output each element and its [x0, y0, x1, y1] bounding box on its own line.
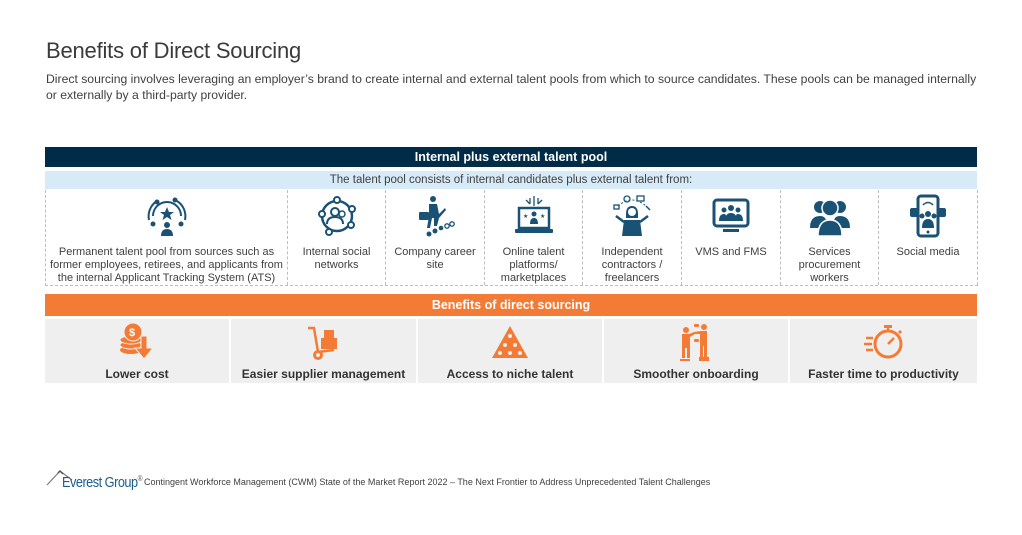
svg-text:$: $: [129, 327, 135, 339]
handshake-people-icon: [676, 322, 716, 362]
source-online-platforms: ★ ★ Online talent platforms/ marketplaces: [485, 190, 583, 285]
monitor-group-icon: [709, 194, 753, 238]
group-people-icon: [808, 194, 852, 238]
benefit-supplier-management: Easier supplier management: [231, 319, 418, 383]
talent-pool-header: Internal plus external talent pool: [45, 147, 977, 167]
hand-truck-icon: [304, 322, 344, 362]
stopwatch-icon: [863, 322, 904, 362]
benefit-label: Easier supplier management: [241, 367, 406, 381]
source-label: Permanent talent pool from sources such …: [50, 246, 283, 284]
laptop-talent-icon: ★ ★: [512, 194, 556, 238]
talent-pyramid-icon: [490, 322, 530, 362]
footer: Everest Group® Contingent Workforce Mana…: [46, 466, 710, 492]
source-services-procurement: Services procurement workers: [781, 190, 879, 285]
benefits-header: Benefits of direct sourcing: [45, 294, 977, 316]
registered-mark: ®: [137, 474, 143, 483]
source-vms-fms: VMS and FMS: [682, 190, 781, 285]
source-career-site: Company career site: [386, 190, 485, 285]
benefit-label: Faster time to productivity: [808, 367, 959, 381]
source-social-media: Social media: [879, 190, 978, 285]
benefit-niche-talent: Access to niche talent: [418, 319, 604, 383]
logo-text: Everest Group: [62, 474, 138, 491]
source-label: Internal social networks: [302, 246, 371, 271]
benefits-row: $ Lower cost Easier supplier management: [45, 319, 977, 383]
everest-group-logo: Everest Group®: [46, 466, 144, 492]
source-label: Online talent platforms/ marketplaces: [500, 246, 567, 284]
svg-text:★: ★: [523, 213, 528, 220]
page-title: Benefits of Direct Sourcing: [46, 38, 302, 63]
page-subtitle: Direct sourcing involves leveraging an e…: [46, 72, 977, 102]
benefit-label: Access to niche talent: [446, 367, 574, 381]
phone-social-icon: [906, 194, 950, 238]
juggling-freelancer-icon: [610, 194, 654, 238]
benefit-onboarding: Smoother onboarding: [604, 319, 790, 383]
social-network-icon: [315, 194, 359, 238]
source-permanent-pool: Permanent talent pool from sources such …: [46, 190, 288, 285]
career-steps-icon: [413, 194, 457, 238]
source-label: Services procurement workers: [798, 246, 861, 284]
star-person-orbit-icon: [145, 194, 189, 238]
source-label: Company career site: [394, 246, 476, 271]
source-label: VMS and FMS: [695, 246, 767, 258]
svg-text:★: ★: [540, 213, 545, 220]
source-citation: Contingent Workforce Management (CWM) St…: [144, 477, 711, 487]
mountain-icon: [46, 469, 73, 486]
benefit-lower-cost: $ Lower cost: [45, 319, 231, 383]
source-label: Social media: [896, 246, 960, 258]
source-internal-social: Internal social networks: [288, 190, 386, 285]
benefit-label: Lower cost: [105, 367, 169, 381]
benefit-productivity: Faster time to productivity: [790, 319, 977, 383]
talent-pool-subheader: The talent pool consists of internal can…: [45, 171, 977, 189]
coin-down-icon: $: [117, 322, 157, 362]
talent-sources-row: Permanent talent pool from sources such …: [45, 190, 978, 286]
source-label: Independent contractors / freelancers: [601, 246, 663, 284]
benefit-label: Smoother onboarding: [633, 367, 759, 381]
source-independent-contractors: Independent contractors / freelancers: [583, 190, 682, 285]
